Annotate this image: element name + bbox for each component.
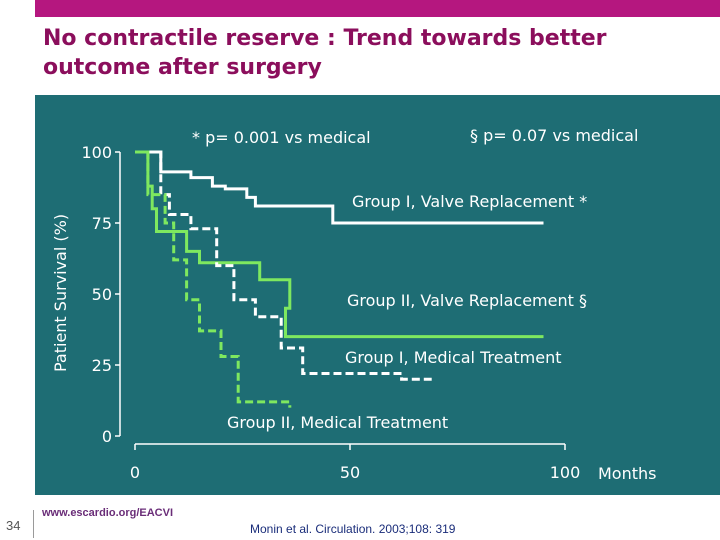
series-line-4: [135, 150, 292, 408]
x-tick-label: 50: [340, 463, 360, 482]
series-label-g2-medical: Group II, Medical Treatment: [227, 413, 449, 432]
citation: Monin et al. Circulation. 2003;108: 319: [250, 522, 456, 536]
y-axis-label: Patient Survival (%): [51, 214, 70, 372]
series-line-3: [135, 150, 432, 381]
y-tick-label: 0: [102, 427, 112, 446]
x-tick-label: 100: [550, 463, 581, 482]
y-tick-label: 25: [92, 356, 112, 375]
x-axis-label: Months: [598, 464, 656, 483]
page-number: 34: [6, 518, 21, 533]
header-accent-bar: [35, 0, 720, 17]
y-tick-label: 75: [92, 214, 112, 233]
series-label-g1-medical: Group I, Medical Treatment: [345, 348, 562, 367]
series-label-g1-surgery: Group I, Valve Replacement *: [352, 192, 588, 211]
series-line-1: [135, 150, 544, 225]
series-line-2: [135, 150, 544, 339]
chart-curves: [135, 150, 544, 408]
y-tick-label: 50: [92, 285, 112, 304]
p-value-group-ii: § p= 0.07 vs medical: [470, 126, 638, 145]
footer-divider: [33, 510, 34, 538]
slide-title: No contractile reserve : Trend towards b…: [43, 26, 607, 80]
p-value-group-i: * p= 0.001 vs medical: [192, 128, 371, 147]
p-value-group-ii-text: § p= 0.07 vs medical: [470, 126, 639, 145]
y-tick-label: 100: [81, 143, 112, 162]
series-label-g2-surgery: Group II, Valve Replacement §: [347, 291, 587, 310]
chart-ticks: 100 75 50 25 00 50 100: [81, 143, 580, 482]
p-value-group-i-text: * p= 0.001 vs medical: [192, 128, 371, 147]
footer-url[interactable]: www.escardio.org/EACVI: [42, 507, 174, 519]
x-tick-label: 0: [130, 463, 140, 482]
